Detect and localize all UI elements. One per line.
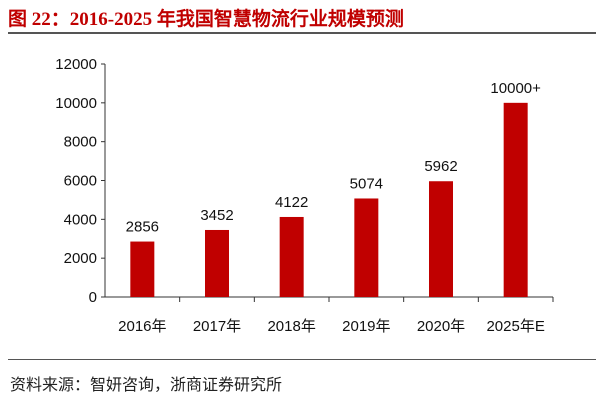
- y-tick-label: 10000: [55, 95, 97, 112]
- data-label: 3452: [200, 207, 233, 224]
- x-tick-label: 2018年: [267, 318, 315, 335]
- x-tick-label: 2016年: [118, 318, 166, 335]
- data-label: 10000+: [490, 80, 541, 97]
- bar-1: [205, 229, 229, 297]
- x-tick-label: 2019年: [342, 318, 390, 335]
- bar-4: [429, 181, 453, 297]
- source-rule: [8, 359, 596, 360]
- data-label: 5962: [424, 158, 457, 175]
- data-label: 5074: [350, 175, 383, 192]
- bar-3: [354, 198, 379, 297]
- data-label: 4122: [275, 194, 308, 211]
- x-tick-label: 2025年E: [486, 318, 544, 335]
- source-note: 资料来源：智妍咨询，浙商证券研究所: [10, 375, 283, 394]
- bar-5: [503, 102, 528, 297]
- y-tick-label: 4000: [64, 211, 97, 228]
- x-tick-label: 2020年: [417, 318, 465, 335]
- y-tick-label: 2000: [64, 250, 97, 267]
- bar-0: [130, 241, 155, 297]
- y-tick-label: 8000: [64, 134, 97, 151]
- title-rule: [8, 32, 596, 34]
- figure-title: 图 22：2016-2025 年我国智慧物流行业规模预测: [8, 9, 404, 30]
- x-tick-label: 2017年: [193, 318, 241, 335]
- y-tick-label: 0: [89, 289, 97, 306]
- bar-2: [279, 216, 304, 297]
- data-label: 2856: [126, 219, 159, 236]
- y-tick-label: 12000: [55, 56, 97, 73]
- y-tick-label: 6000: [64, 173, 97, 190]
